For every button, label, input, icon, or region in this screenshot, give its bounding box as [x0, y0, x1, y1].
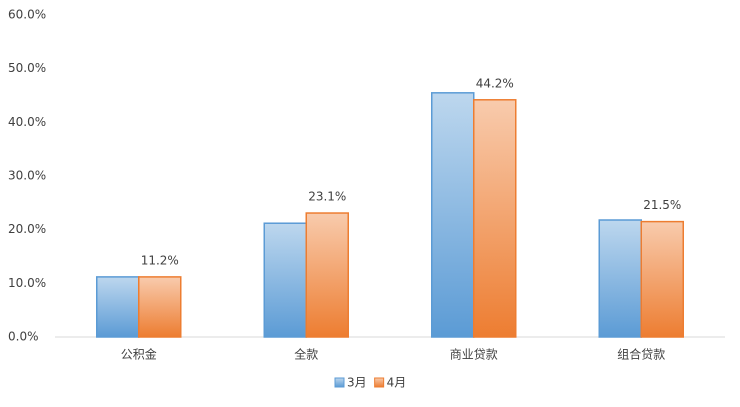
y-tick-label: 30.0% — [8, 169, 46, 183]
legend-swatch — [374, 377, 385, 388]
bar — [473, 99, 517, 338]
y-tick-label: 10.0% — [8, 276, 46, 290]
x-tick-label: 组合贷款 — [617, 347, 665, 362]
x-tick-label: 全款 — [294, 347, 318, 362]
value-label: 23.1% — [308, 190, 346, 204]
value-label: 44.2% — [476, 76, 514, 90]
bar — [96, 276, 140, 338]
legend-label: 3月 — [347, 376, 367, 390]
y-tick-label: 50.0% — [8, 61, 46, 75]
x-tick-label: 商业贷款 — [450, 347, 498, 362]
bar — [305, 212, 349, 338]
y-tick-label: 60.0% — [8, 8, 46, 22]
legend-label: 4月 — [387, 376, 407, 390]
legend-swatch — [334, 377, 345, 388]
y-tick-label: 0.0% — [8, 330, 39, 344]
bar — [263, 222, 307, 338]
bar — [431, 92, 475, 338]
value-label: 11.2% — [141, 253, 179, 267]
bar — [138, 276, 182, 338]
y-tick-label: 40.0% — [8, 115, 46, 129]
value-label: 21.5% — [643, 198, 681, 212]
y-tick-label: 20.0% — [8, 222, 46, 236]
bar — [598, 219, 642, 338]
bar — [640, 220, 684, 338]
x-tick-label: 公积金 — [121, 347, 157, 362]
